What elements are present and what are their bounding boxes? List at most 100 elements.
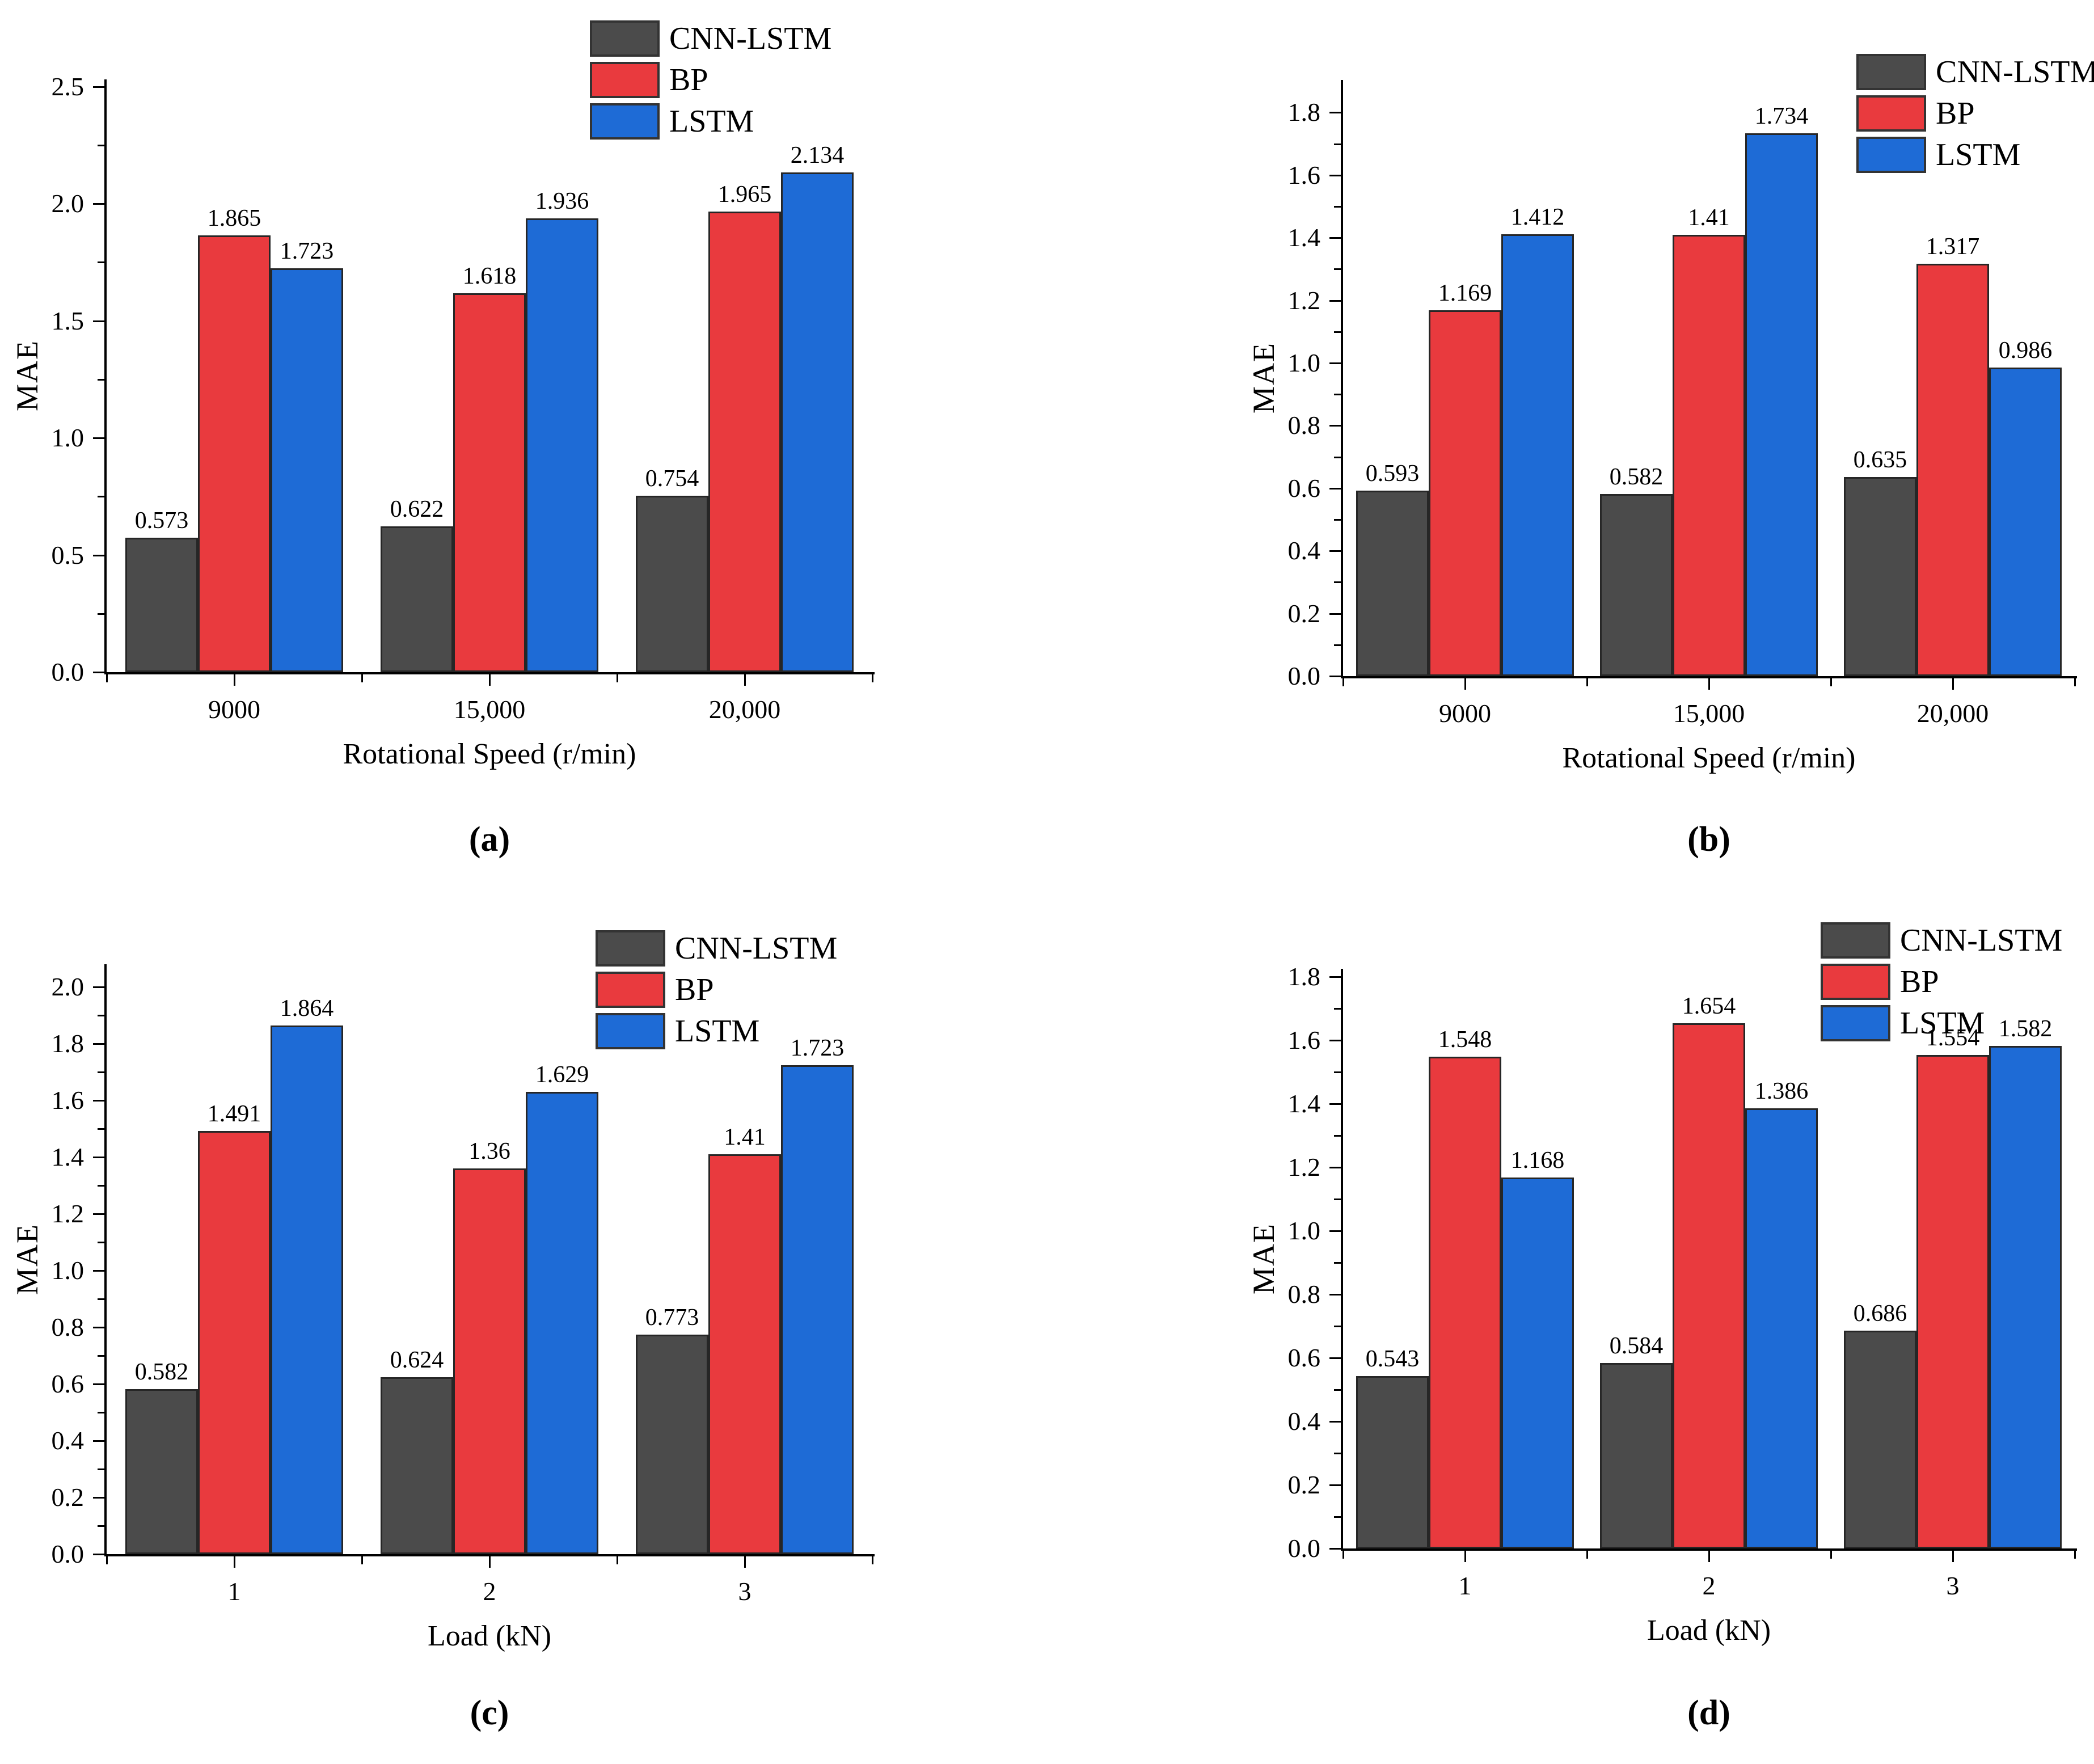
bar-bp	[1916, 264, 1989, 676]
y-major-tick	[1329, 488, 1341, 489]
x-axis-line	[1341, 676, 2077, 678]
y-major-tick	[1329, 1421, 1341, 1423]
bar-bp	[708, 1154, 781, 1554]
y-minor-tick	[98, 1242, 104, 1243]
x-tick-label: 20,000	[708, 695, 781, 724]
y-minor-tick	[98, 261, 104, 263]
x-boundary-tick	[1830, 1551, 1832, 1559]
y-major-tick	[1329, 1294, 1341, 1295]
y-minor-tick	[98, 1298, 104, 1300]
bar-lstm	[526, 1092, 598, 1554]
legend-label-bp: BP	[1936, 96, 1975, 131]
x-major-tick	[1952, 1551, 1954, 1562]
bar-value-label: 1.169	[1438, 280, 1492, 306]
bar-value-label: 0.622	[390, 496, 444, 522]
legend-label-cnn-lstm: CNN-LSTM	[1900, 923, 2063, 958]
bar-cnn-lstm	[1356, 1376, 1429, 1548]
y-minor-tick	[98, 145, 104, 146]
y-minor-tick	[1334, 1516, 1341, 1518]
y-major-tick	[93, 1157, 104, 1158]
legend-label-bp: BP	[669, 62, 708, 98]
panel-caption: (c)	[470, 1694, 509, 1732]
bar-value-label: 2.134	[790, 142, 845, 168]
bar-lstm	[1989, 368, 2062, 676]
bar-cnn-lstm	[1844, 477, 1916, 676]
bar-lstm	[1501, 1178, 1574, 1548]
x-boundary-tick	[1586, 1551, 1588, 1559]
y-tick-label: 0.2	[1287, 1470, 1321, 1499]
legend-swatch-bp	[1821, 964, 1890, 1000]
y-tick-label: 0.8	[1287, 411, 1321, 440]
y-minor-tick	[98, 613, 104, 615]
x-major-tick	[234, 1556, 235, 1568]
y-axis-spine	[1341, 80, 1343, 678]
y-tick-label: 1.6	[1287, 1026, 1321, 1054]
y-major-tick	[93, 1497, 104, 1499]
bar-value-label: 1.582	[1998, 1016, 2053, 1042]
y-major-tick	[93, 1270, 104, 1272]
bar-value-label: 0.593	[1365, 461, 1420, 487]
y-tick-label: 2.0	[51, 189, 85, 218]
y-tick-label: 0.0	[51, 657, 85, 686]
y-major-tick	[93, 1213, 104, 1215]
bar-value-label: 0.582	[1609, 464, 1664, 490]
x-major-tick	[744, 1556, 746, 1568]
bar-bp	[708, 212, 781, 672]
x-axis-title: Rotational Speed (r/min)	[343, 738, 636, 770]
panel-caption: (a)	[468, 820, 510, 859]
x-boundary-tick	[617, 1556, 618, 1564]
bar-cnn-lstm	[125, 538, 198, 672]
y-major-tick	[1329, 1103, 1341, 1105]
y-tick-label: 0.8	[51, 1313, 85, 1341]
x-boundary-tick	[361, 1556, 363, 1564]
x-tick-label: 1	[227, 1577, 241, 1606]
bar-value-label: 0.573	[134, 508, 189, 534]
bar-bp	[1916, 1055, 1989, 1548]
legend-swatch-cnn-lstm	[596, 930, 665, 967]
x-major-tick	[1708, 678, 1710, 690]
bar-value-label: 1.554	[1926, 1025, 1980, 1051]
bar-lstm	[1501, 234, 1574, 676]
x-boundary-tick	[1342, 678, 1344, 686]
x-tick-label: 9000	[208, 695, 260, 724]
bar-bp	[1673, 1023, 1745, 1548]
y-tick-label: 0.4	[1287, 536, 1321, 565]
x-major-tick	[234, 674, 235, 686]
bar-value-label: 1.734	[1754, 103, 1809, 129]
legend-label-cnn-lstm: CNN-LSTM	[1936, 54, 2094, 90]
bar-value-label: 1.168	[1510, 1147, 1565, 1174]
bar-cnn-lstm	[125, 1389, 198, 1554]
x-tick-label: 20,000	[1916, 699, 1989, 728]
bar-value-label: 1.386	[1754, 1078, 1809, 1104]
y-axis-spine	[104, 964, 107, 1556]
y-tick-label: 1.8	[1287, 962, 1321, 991]
y-minor-tick	[1334, 1262, 1341, 1264]
y-major-tick	[1329, 175, 1341, 176]
bar-value-label: 1.41	[1688, 205, 1730, 231]
y-major-tick	[93, 672, 104, 673]
legend-swatch-bp	[1856, 95, 1926, 132]
x-axis-line	[1341, 1548, 2077, 1551]
bar-bp	[1429, 310, 1501, 676]
y-major-tick	[1329, 676, 1341, 677]
x-axis-line	[104, 672, 875, 674]
bar-value-label: 0.635	[1853, 447, 1907, 473]
legend-swatch-bp	[590, 62, 660, 98]
x-tick-label: 2	[483, 1577, 496, 1606]
y-tick-label: 0.8	[1287, 1280, 1321, 1309]
y-minor-tick	[98, 379, 104, 381]
bar-cnn-lstm	[636, 1335, 708, 1554]
y-minor-tick	[1334, 644, 1341, 646]
y-tick-label: 1.2	[1287, 286, 1321, 315]
x-boundary-tick	[106, 1556, 108, 1564]
y-major-tick	[93, 1554, 104, 1555]
y-tick-label: 0.0	[1287, 1534, 1321, 1563]
panel-caption: (d)	[1687, 1694, 1730, 1732]
bar-value-label: 0.624	[390, 1347, 444, 1373]
y-minor-tick	[98, 496, 104, 497]
